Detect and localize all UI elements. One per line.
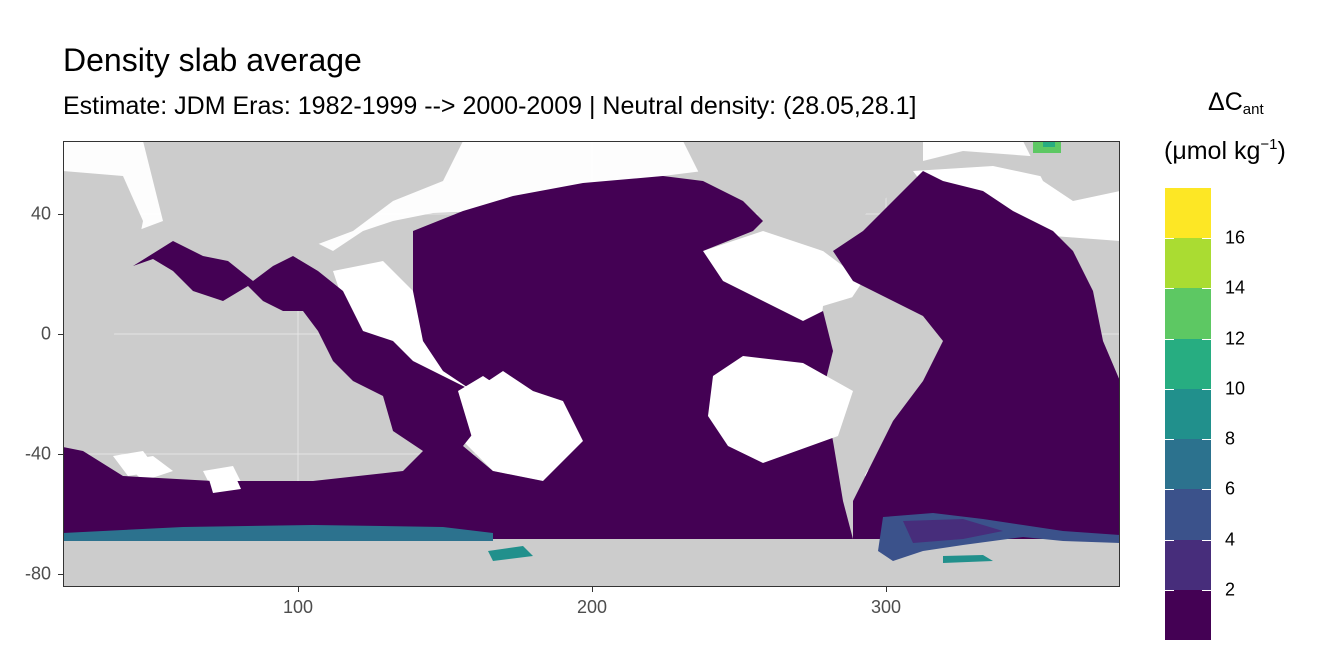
legend-tick: [1202, 238, 1211, 240]
legend-break-label: 16: [1225, 227, 1246, 248]
y-tick-label: -80: [24, 563, 51, 584]
legend-tick: [1202, 539, 1211, 541]
legend-bin: [1165, 489, 1211, 540]
y-axis: 40 0 -40 -80: [0, 141, 63, 587]
legend-bin: [1165, 589, 1211, 640]
x-tick-mark: [298, 587, 299, 592]
x-tick-mark: [592, 587, 593, 592]
legend-bin: [1165, 338, 1211, 389]
legend-bin: [1165, 439, 1211, 490]
legend-break-label: 6: [1225, 478, 1236, 499]
legend-break-label: 10: [1225, 378, 1246, 399]
legend-unit: (μmol kg−1): [1164, 136, 1286, 165]
legend-title: ΔCant: [1208, 88, 1264, 118]
x-tick-label: 100: [282, 597, 314, 617]
legend-tick: [1202, 388, 1211, 390]
legend-colorbar: [1165, 188, 1211, 640]
legend-tick: [1165, 589, 1174, 591]
y-tick-mark: [58, 454, 63, 455]
legend-bin: [1165, 188, 1211, 239]
nordic-patch: [1033, 141, 1061, 153]
legend-tick: [1165, 238, 1174, 240]
chart-subtitle: Estimate: JDM Eras: 1982-1999 --> 2000-2…: [63, 92, 917, 120]
x-tick-mark: [886, 587, 887, 592]
ocean-no-data: [113, 356, 853, 493]
legend-bin: [1165, 288, 1211, 339]
legend-bin: [1165, 539, 1211, 590]
x-axis: 100 200 300: [63, 587, 1120, 627]
map-panel: [63, 141, 1120, 587]
legend-tick: [1202, 439, 1211, 441]
chart-title: Density slab average: [63, 42, 362, 78]
antarctic-margin: [63, 513, 1120, 563]
legend-break-label: 8: [1225, 428, 1236, 449]
y-tick-mark: [58, 574, 63, 575]
legend-break-label: 14: [1225, 277, 1246, 298]
legend-tick: [1165, 288, 1174, 290]
legend-tick: [1202, 338, 1211, 340]
legend-bin: [1165, 238, 1211, 289]
legend-tick: [1202, 288, 1211, 290]
panel-border: [63, 141, 1120, 587]
legend-tick: [1165, 388, 1174, 390]
y-tick-label: 0: [40, 323, 51, 344]
legend-break-label: 4: [1225, 529, 1236, 550]
legend-bin: [1165, 388, 1211, 440]
legend-tick: [1165, 489, 1174, 491]
legend-tick: [1202, 489, 1211, 491]
y-tick-label: -40: [24, 443, 51, 464]
y-tick-mark: [58, 214, 63, 215]
legend-tick: [1165, 338, 1174, 340]
legend-tick: [1165, 439, 1174, 441]
map-svg: [63, 141, 1120, 587]
legend-break-label: 2: [1225, 579, 1236, 600]
legend-break-label: 12: [1225, 328, 1246, 349]
y-tick-label: 40: [30, 203, 51, 224]
x-tick-label: 200: [576, 597, 608, 617]
x-tick-label: 300: [870, 597, 902, 617]
legend-tick: [1165, 539, 1174, 541]
color-legend: ΔCant (μmol kg−1) 2 4 6 8 10 12 14 16: [1150, 80, 1340, 650]
y-tick-mark: [58, 334, 63, 335]
legend-tick: [1202, 589, 1211, 591]
